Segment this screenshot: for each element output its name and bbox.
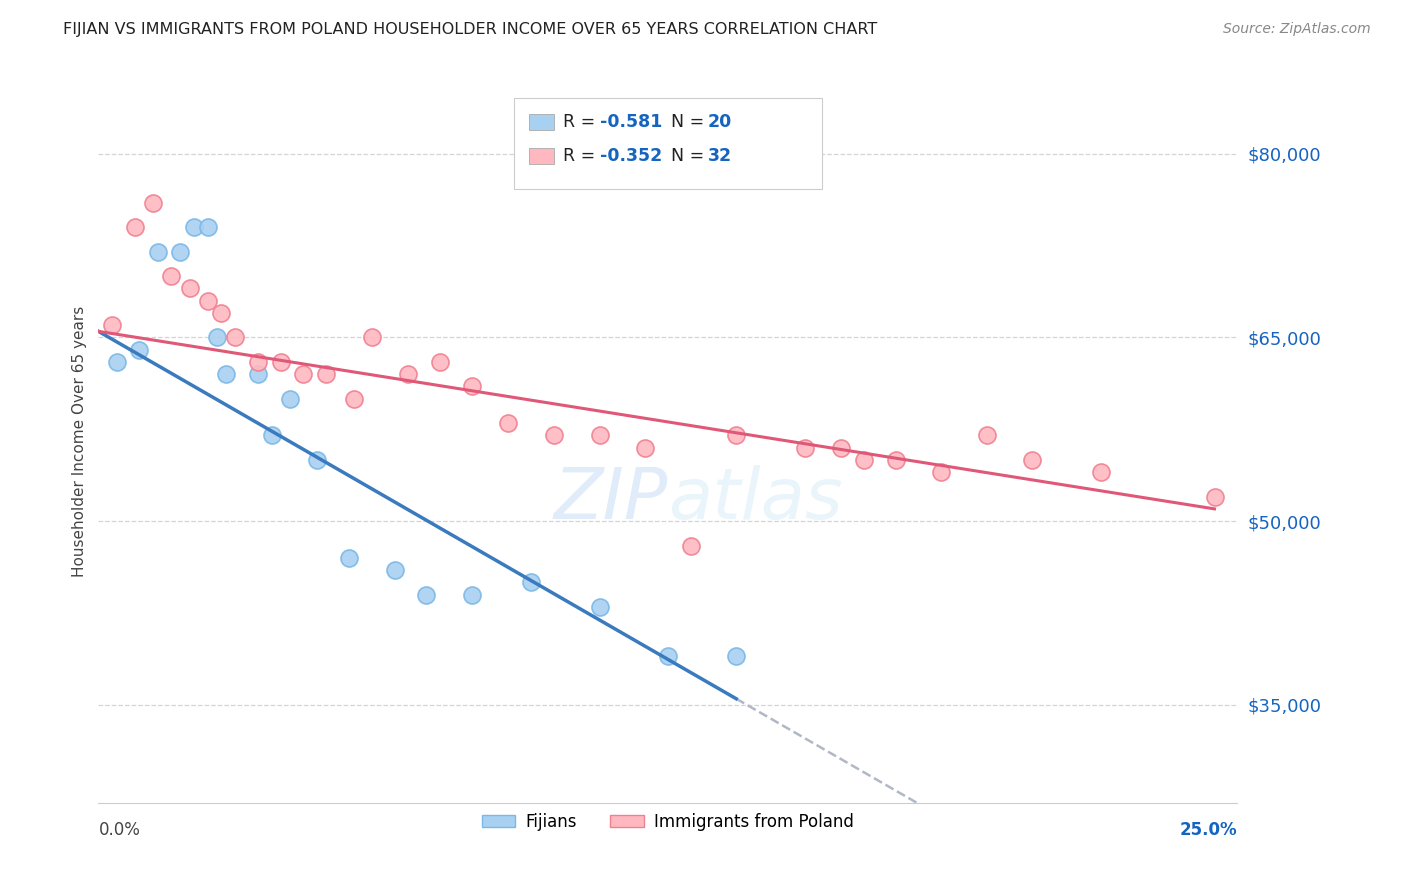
Point	[830, 441, 852, 455]
Point	[634, 441, 657, 455]
Point	[270, 355, 292, 369]
Point	[657, 648, 679, 663]
Point	[179, 281, 201, 295]
Point	[1204, 490, 1226, 504]
Point	[146, 244, 169, 259]
Point	[215, 367, 238, 381]
Point	[142, 195, 165, 210]
Text: -0.581: -0.581	[599, 113, 662, 131]
Point	[429, 355, 451, 369]
Text: R =: R =	[562, 147, 600, 165]
Point	[292, 367, 315, 381]
Text: 20: 20	[707, 113, 733, 131]
Point	[209, 306, 232, 320]
Point	[679, 539, 702, 553]
Point	[793, 441, 815, 455]
Point	[588, 599, 610, 614]
Text: R =: R =	[562, 113, 600, 131]
Point	[1021, 453, 1043, 467]
Point	[543, 428, 565, 442]
Point	[101, 318, 124, 333]
Text: N =: N =	[659, 147, 710, 165]
Point	[929, 465, 952, 479]
Point	[384, 563, 406, 577]
Point	[169, 244, 191, 259]
Point	[520, 575, 543, 590]
FancyBboxPatch shape	[529, 114, 554, 130]
Point	[105, 355, 128, 369]
Point	[278, 392, 301, 406]
Point	[396, 367, 419, 381]
Text: -0.352: -0.352	[599, 147, 662, 165]
Point	[197, 293, 219, 308]
Point	[183, 220, 205, 235]
Text: 0.0%: 0.0%	[98, 822, 141, 839]
Point	[315, 367, 337, 381]
Text: 25.0%: 25.0%	[1180, 822, 1237, 839]
Point	[725, 648, 748, 663]
Text: Source: ZipAtlas.com: Source: ZipAtlas.com	[1223, 22, 1371, 37]
Text: FIJIAN VS IMMIGRANTS FROM POLAND HOUSEHOLDER INCOME OVER 65 YEARS CORRELATION CH: FIJIAN VS IMMIGRANTS FROM POLAND HOUSEHO…	[63, 22, 877, 37]
Text: ZIP: ZIP	[554, 465, 668, 533]
FancyBboxPatch shape	[529, 148, 554, 164]
Point	[205, 330, 228, 344]
Point	[725, 428, 748, 442]
Point	[461, 379, 484, 393]
Point	[224, 330, 246, 344]
Point	[337, 550, 360, 565]
Text: N =: N =	[659, 113, 710, 131]
FancyBboxPatch shape	[515, 98, 821, 189]
Y-axis label: Householder Income Over 65 years: Householder Income Over 65 years	[72, 306, 87, 577]
Point	[461, 588, 484, 602]
Text: atlas: atlas	[668, 465, 842, 533]
Point	[1090, 465, 1112, 479]
Point	[246, 367, 269, 381]
Point	[884, 453, 907, 467]
Legend: Fijians, Immigrants from Poland: Fijians, Immigrants from Poland	[475, 806, 860, 838]
Point	[976, 428, 998, 442]
Point	[260, 428, 283, 442]
Point	[342, 392, 364, 406]
Point	[360, 330, 382, 344]
Point	[588, 428, 610, 442]
Point	[197, 220, 219, 235]
Point	[246, 355, 269, 369]
Point	[498, 416, 520, 430]
Point	[124, 220, 146, 235]
Text: 32: 32	[707, 147, 733, 165]
Point	[160, 269, 183, 284]
Point	[128, 343, 150, 357]
Point	[415, 588, 437, 602]
Point	[852, 453, 875, 467]
Point	[307, 453, 329, 467]
